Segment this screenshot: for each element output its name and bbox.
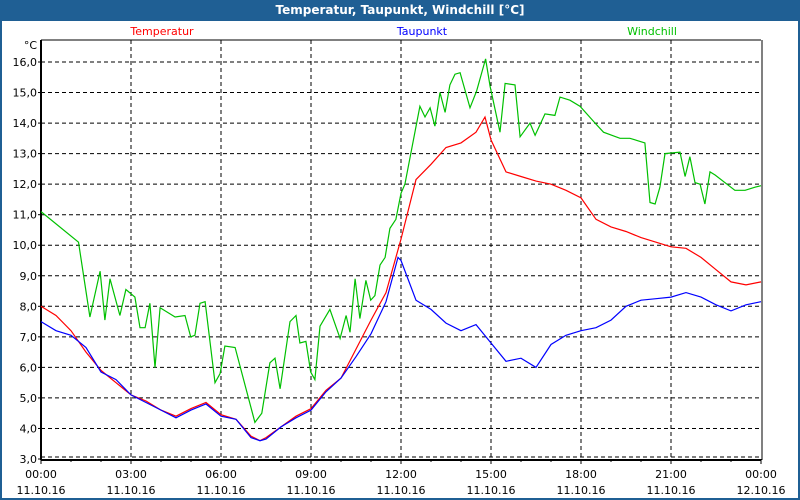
x-tick-date: 11.10.16 [377,484,426,497]
x-tick-date: 11.10.16 [467,484,516,497]
y-tick-label: 7,0 [20,331,38,344]
x-tick-date: 11.10.16 [287,484,336,497]
x-tick-date: 12.10.16 [737,484,786,497]
x-tick-time: 09:00 [295,468,327,481]
y-tick-label: 8,0 [20,300,38,313]
legend-windchill: Windchill [627,25,677,38]
y-tick-label: 13,0 [13,148,38,161]
y-tick-label: 15,0 [13,87,38,100]
x-tick-time: 12:00 [385,468,417,481]
x-tick-date: 11.10.16 [17,484,66,497]
y-tick-label: 14,0 [13,117,38,130]
y-axis-unit: °C [24,39,38,52]
y-tick-label: 9,0 [20,270,38,283]
x-tick-date: 11.10.16 [647,484,696,497]
x-tick-time: 18:00 [565,468,597,481]
x-tick-time: 00:00 [745,468,777,481]
y-tick-label: 11,0 [13,209,38,222]
legend-temperatur: Temperatur [129,25,194,38]
y-tick-label: 12,0 [13,178,38,191]
y-tick-label: 5,0 [20,392,38,405]
x-tick-time: 00:00 [25,468,57,481]
y-tick-label: 10,0 [13,239,38,252]
y-tick-label: 6,0 [20,361,38,374]
window-title: Temperatur, Taupunkt, Windchill [°C] [0,0,800,21]
x-tick-date: 11.10.16 [107,484,156,497]
x-tick-time: 21:00 [655,468,687,481]
y-tick-label: 16,0 [13,56,38,69]
x-tick-time: 06:00 [205,468,237,481]
x-tick-time: 03:00 [115,468,147,481]
series-line-taupunkt [40,256,762,442]
series-line-windchill [40,58,762,424]
y-tick-label: 4,0 [20,422,38,435]
y-tick-label: 3,0 [20,453,38,466]
x-tick-date: 11.10.16 [557,484,606,497]
x-tick-date: 11.10.16 [197,484,246,497]
legend-taupunkt: Taupunkt [396,25,448,38]
x-tick-time: 15:00 [475,468,507,481]
